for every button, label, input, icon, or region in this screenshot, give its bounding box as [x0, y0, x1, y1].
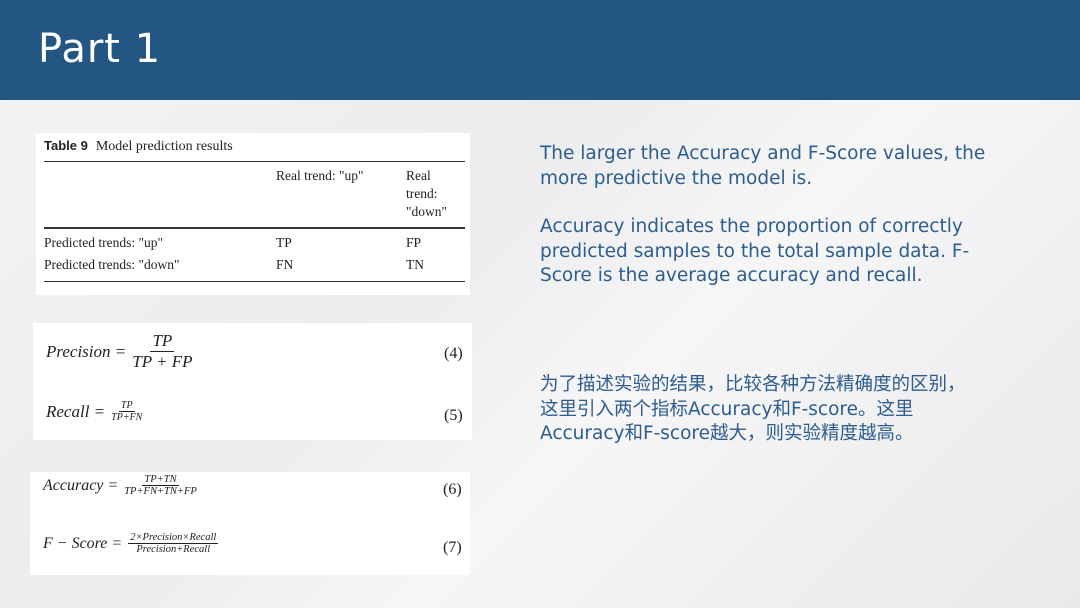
formula-lhs: Precision = — [46, 341, 127, 361]
slide-title: Part 1 — [38, 26, 162, 72]
formula-numerator: TP — [118, 400, 135, 412]
formula-accuracy: Accuracy = TP+TN TP+FN+TN+FP — [43, 474, 197, 497]
formula-lhs: Accuracy = — [43, 476, 119, 494]
paragraph-chinese: 为了描述实验的结果，比较各种方法精确度的区别，这里引入两个指标Accuracy和… — [540, 374, 966, 444]
formula-box-2: Accuracy = TP+TN TP+FN+TN+FP (6) F − Scor… — [30, 472, 470, 575]
table-caption: Table 9 Model prediction results — [44, 138, 233, 155]
paragraph-definitions: Accuracy indicates the proportion of cor… — [540, 216, 970, 286]
table-caption-label: Table 9 — [44, 138, 88, 153]
table-row-label: Predicted trends: "down" — [44, 257, 180, 272]
formula-denominator: TP+FN+TN+FP — [124, 486, 197, 497]
table-cell: TN — [406, 257, 424, 272]
formula-numerator: TP — [150, 331, 175, 352]
paragraph-accuracy-fscore: The larger the Accuracy and F-Score valu… — [540, 143, 986, 189]
formula-fscore: F − Score = 2×Precision×Recall Precision+… — [43, 532, 219, 555]
prediction-table-image: Table 9 Model prediction results Real tre… — [36, 133, 470, 295]
table-cell: FN — [276, 257, 294, 272]
table-header-down: Real trend: "down" — [406, 168, 448, 219]
table-row-label: Predicted trends: "up" — [44, 235, 163, 250]
table-rule-mid — [44, 227, 465, 229]
equation-number: (7) — [443, 539, 462, 556]
table-rule-top — [44, 161, 465, 162]
table-rule-bottom — [44, 281, 465, 282]
formula-box-1: Precision = TP TP + FP (4) Recall = TP TP+… — [33, 323, 472, 440]
formula-recall: Recall = TP TP+FN — [46, 400, 142, 423]
formula-denominator: TP+FN — [111, 412, 143, 423]
formula-numerator: 2×Precision×Recall — [128, 532, 219, 544]
table-cell: TP — [276, 235, 292, 250]
formula-denominator: TP + FP — [132, 352, 193, 371]
formula-denominator: Precision+Recall — [136, 544, 211, 555]
formula-lhs: Recall = — [46, 401, 106, 421]
table-caption-text: Model prediction results — [95, 139, 233, 154]
equation-number: (4) — [444, 345, 463, 362]
table-cell: FP — [406, 235, 422, 250]
equation-number: (5) — [444, 407, 463, 424]
equation-number: (6) — [443, 481, 462, 498]
table-header-up: Real trend: "up" — [276, 168, 364, 183]
formula-lhs: F − Score = — [43, 534, 123, 552]
formula-numerator: TP+TN — [142, 474, 179, 486]
slide-header: Part 1 — [0, 0, 1080, 100]
formula-precision: Precision = TP TP + FP — [46, 331, 193, 372]
